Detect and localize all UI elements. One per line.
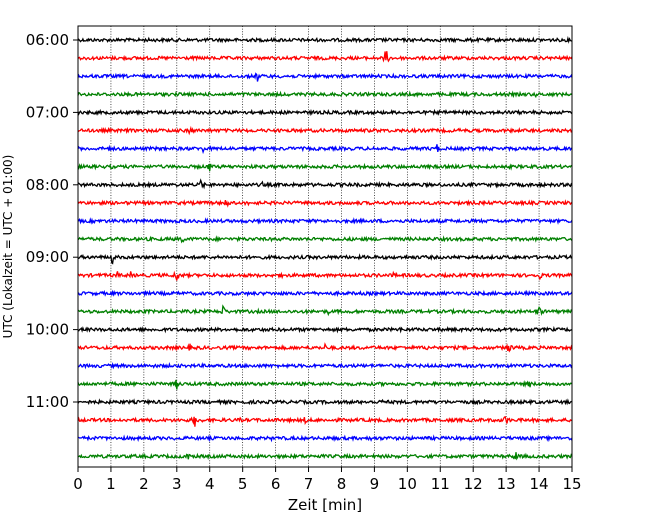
trace-0900 [77,253,573,265]
trace-0630 [77,72,573,82]
x-tick-label: 13 [497,475,516,493]
x-tick-label: 11 [431,475,450,493]
x-tick-label: 3 [172,475,182,493]
trace-0730 [77,144,573,155]
trace-0845 [77,235,573,244]
x-axis-label: Zeit [min] [288,496,362,514]
trace-1015 [77,342,573,353]
trace-0930 [77,289,573,298]
trace-0945 [77,304,573,317]
x-tick-label: 9 [370,475,380,493]
y-tick-label: 09:00 [26,248,69,266]
trace-0715 [77,125,573,136]
trace-1030 [77,361,573,370]
trace-series [77,35,573,461]
trace-1100 [77,398,573,406]
vertical-grid [110,26,540,467]
trace-0800 [77,178,573,190]
x-tick-label: 10 [398,475,417,493]
y-tick-label: 06:00 [26,31,69,49]
x-tick-label: 15 [562,475,581,493]
plot-frame [77,25,573,468]
trace-1045 [77,379,573,390]
trace-0815 [77,199,573,208]
x-tick-label: 12 [464,475,483,493]
y-tick-label: 08:00 [26,176,69,194]
y-tick-label: 10:00 [26,321,69,339]
x-tick-label: 4 [205,475,215,493]
x-axis: 0 1 2 3 4 5 6 7 8 9 10 11 12 13 14 15 [73,467,582,493]
trace-0615 [77,51,573,63]
trace-0700 [77,108,573,117]
x-tick-label: 0 [73,475,83,493]
x-tick-label: 7 [304,475,314,493]
trace-1115 [77,416,573,427]
x-tick-label: 5 [238,475,248,493]
trace-0745 [77,162,573,172]
trace-1145 [77,452,573,461]
x-tick-label: 6 [271,475,281,493]
x-tick-label: 14 [530,475,549,493]
trace-0645 [77,90,573,99]
y-tick-label: 07:00 [26,103,69,121]
x-tick-label: 1 [106,475,116,493]
trace-0600 [77,35,573,44]
y-axis: 06:00 07:00 08:00 09:00 10:00 11:00 [26,31,78,411]
trace-1130 [77,434,573,443]
trace-0915 [77,270,573,281]
y-axis-label: UTC (Lokalzeit = UTC + 01:00) [1,155,15,339]
trace-1000 [77,325,573,334]
trace-0830 [77,217,573,225]
x-tick-label: 8 [337,475,347,493]
y-tick-label: 11:00 [26,393,69,411]
x-tick-label: 2 [139,475,149,493]
